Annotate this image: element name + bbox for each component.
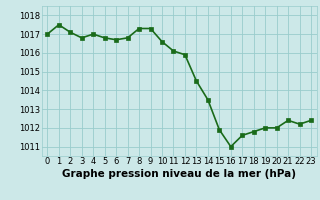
X-axis label: Graphe pression niveau de la mer (hPa): Graphe pression niveau de la mer (hPa): [62, 169, 296, 179]
